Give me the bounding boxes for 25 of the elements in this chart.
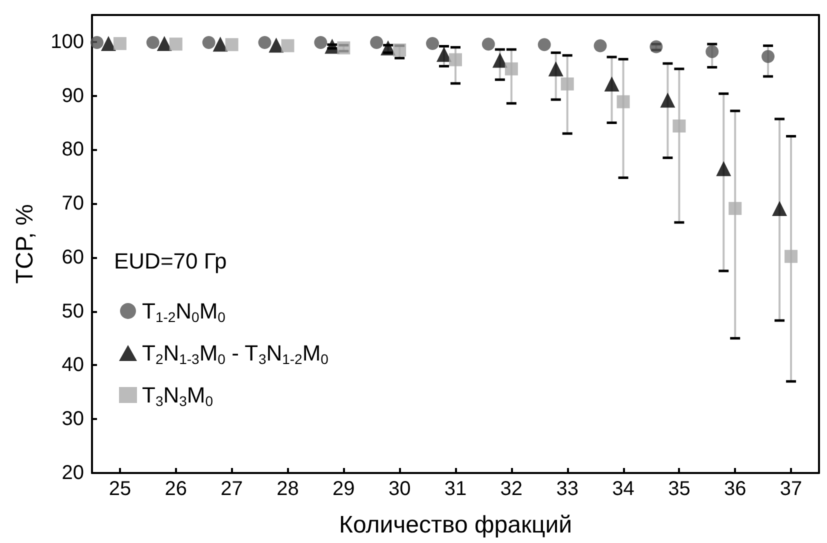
x-tick-label: 33	[556, 478, 578, 500]
x-tick-label: 36	[724, 478, 746, 500]
x-tick-label: 26	[164, 478, 188, 500]
legend-title: EUD=70 Гр	[114, 248, 227, 274]
x-tick-label: 34	[612, 478, 634, 500]
x-tick-label: 25	[108, 478, 132, 500]
x-axis-title: Количество фракций	[338, 512, 572, 538]
x-tick-label: 30	[388, 478, 411, 500]
y-tick-label: 80	[62, 138, 84, 161]
y-tick-label: 90	[62, 84, 84, 107]
y-tick-label: 40	[62, 354, 84, 376]
y-axis-title: TCP, %	[12, 204, 38, 284]
x-tick-label: 27	[220, 478, 243, 500]
y-tick-label: 30	[62, 408, 84, 430]
y-tick-label: 50	[62, 300, 84, 322]
x-tick-label: 37	[780, 478, 802, 500]
x-tick-label: 29	[332, 478, 355, 500]
y-tick-label: 20	[62, 462, 84, 484]
x-tick-label: 31	[444, 478, 467, 500]
x-tick-label: 32	[500, 478, 523, 500]
x-tick-label: 28	[276, 478, 299, 500]
y-tick-label: 70	[62, 192, 84, 215]
y-tick-label: 100	[50, 30, 84, 53]
y-tick-label: 60	[62, 246, 84, 268]
x-tick-label: 35	[668, 478, 690, 500]
